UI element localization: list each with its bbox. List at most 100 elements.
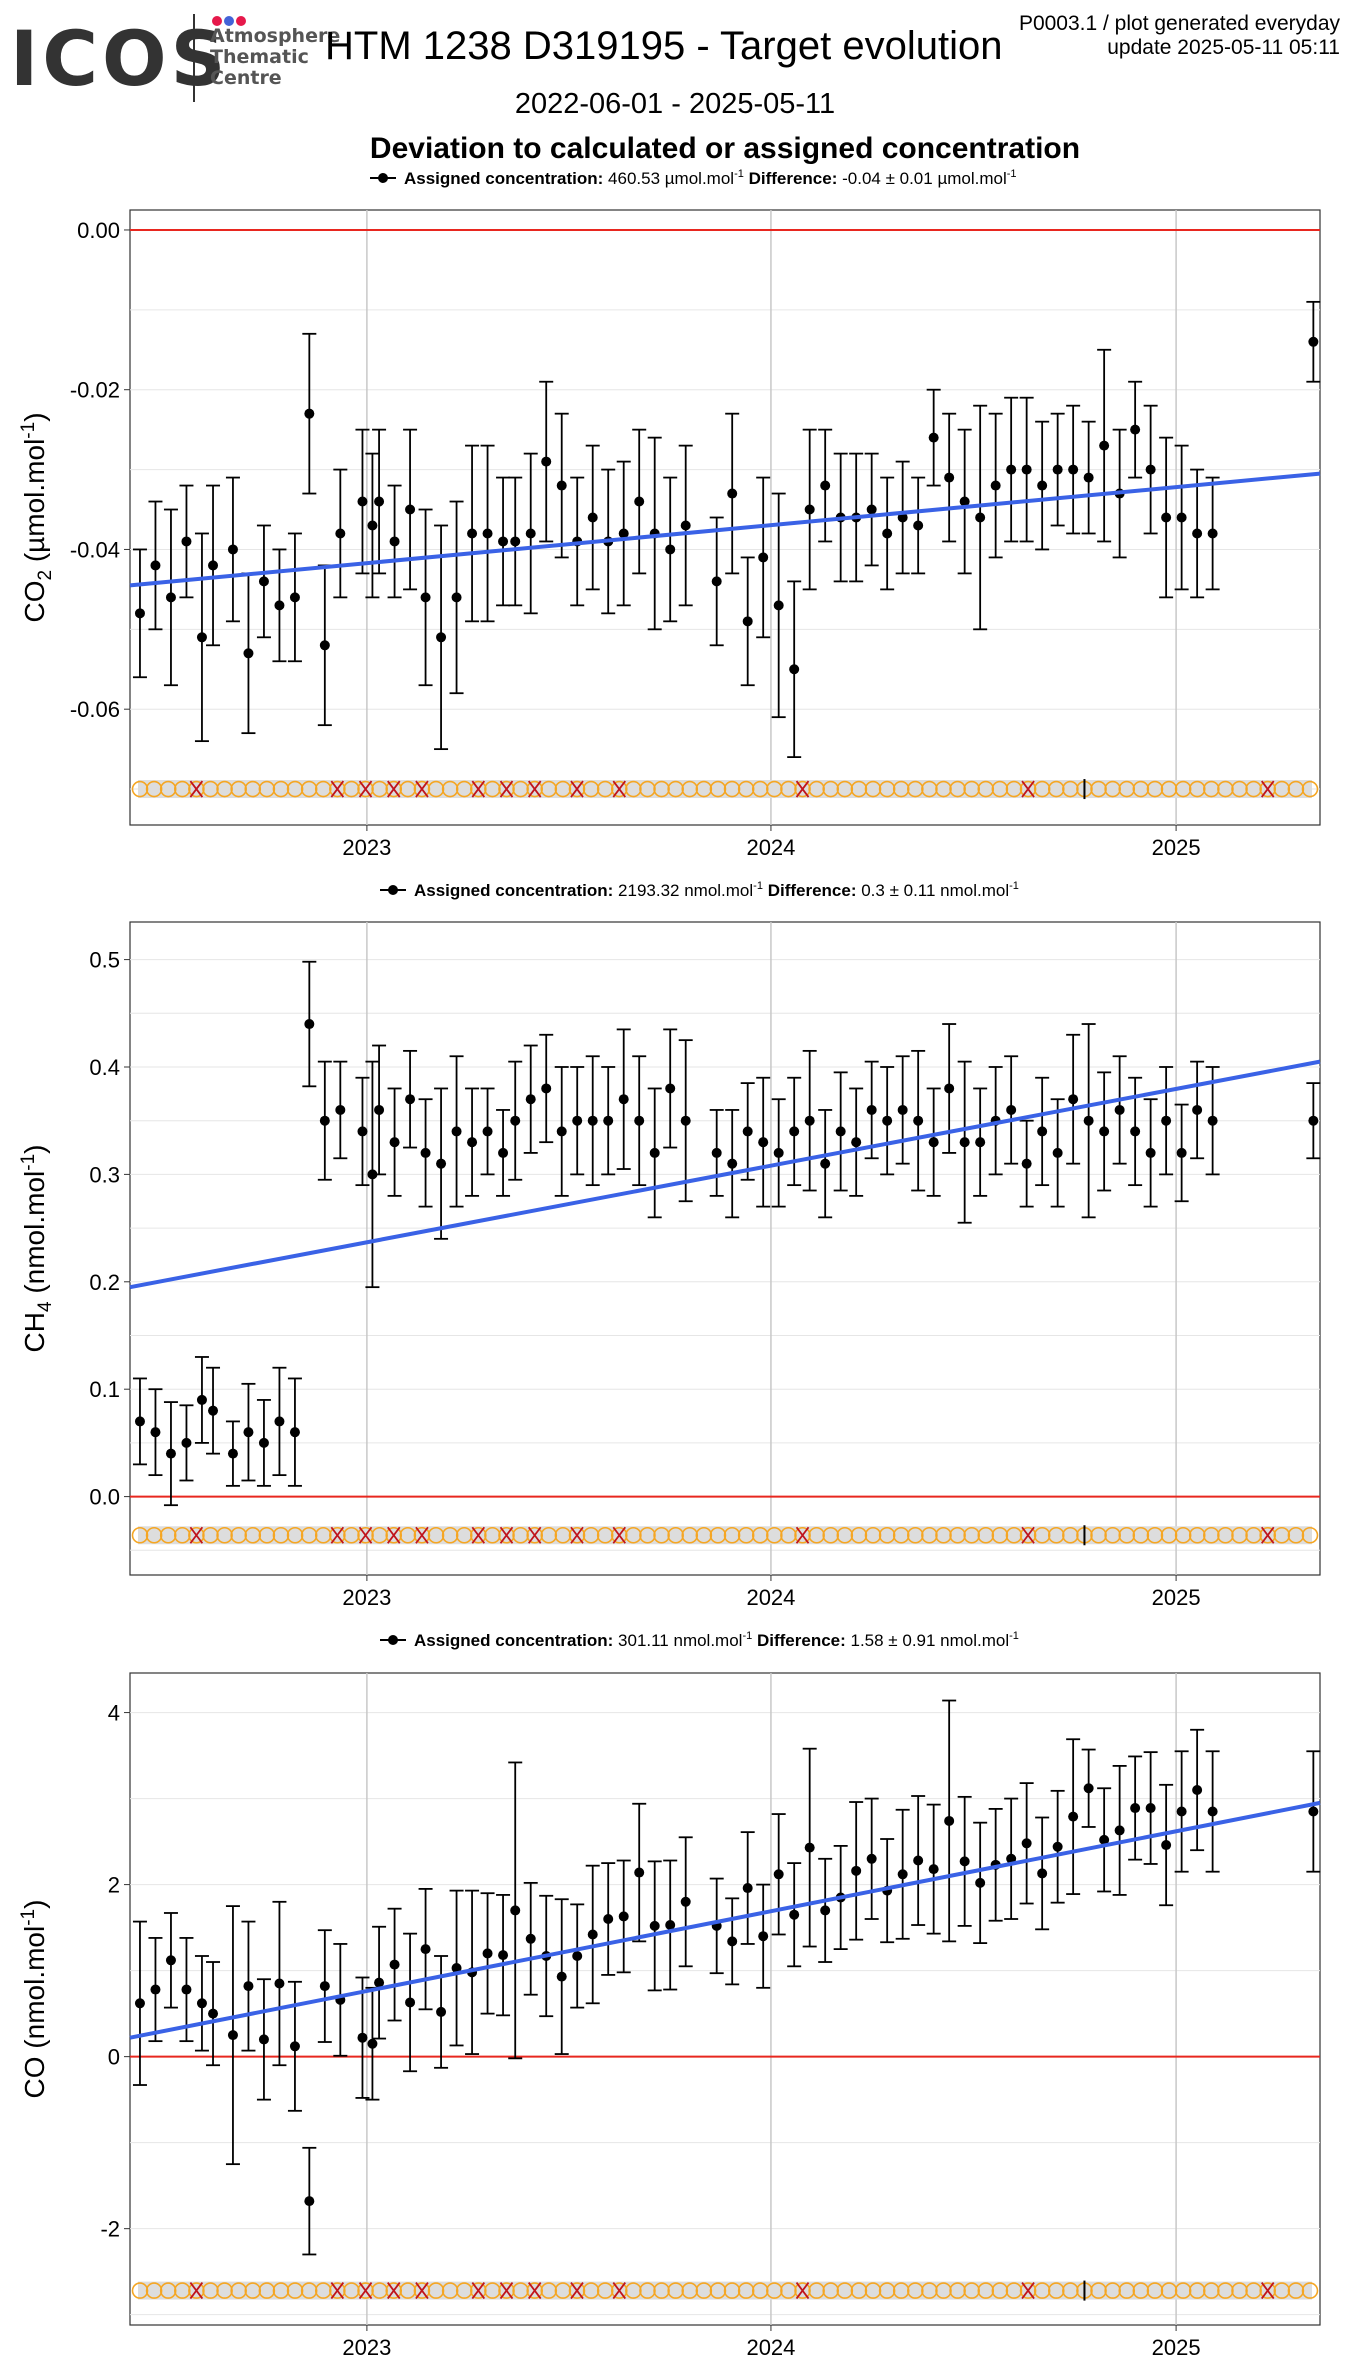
data-point (618, 1911, 629, 1922)
data-point (525, 528, 536, 539)
flag-cross (795, 780, 810, 798)
flag-circle (145, 780, 163, 798)
flag-circle (1146, 1526, 1164, 1544)
data-point (727, 488, 738, 499)
flag-circle (314, 780, 332, 798)
flag-circle (343, 2282, 360, 2299)
flag-circle (653, 780, 670, 798)
flag-circle (1245, 2282, 1262, 2299)
flag-circle (173, 780, 191, 798)
data-point (134, 608, 145, 619)
flag-circle (343, 1526, 360, 1544)
flag-circle (498, 1526, 515, 1544)
y-axis-label: CH4 (nmol.mol-1) (18, 1145, 56, 1353)
flag-circle (371, 780, 388, 798)
data-point (1021, 1838, 1032, 1849)
flag-circle (131, 2282, 149, 2299)
data-point (1308, 1806, 1319, 1817)
data-point (882, 528, 893, 539)
flag-circle (977, 780, 995, 798)
logo-sub-line: Atmosphere (210, 25, 341, 47)
flag-circle (1160, 780, 1178, 798)
data-point (990, 480, 1001, 491)
flag-circle (1132, 2282, 1150, 2299)
flag-circle (173, 2282, 191, 2299)
data-point (835, 1126, 846, 1137)
y-tick-label: -2 (100, 2217, 120, 2242)
data-point (389, 1137, 400, 1148)
data-point (335, 1104, 346, 1115)
flag-circle (413, 2282, 431, 2299)
flag-circle (751, 2282, 769, 2299)
flag-circle (822, 1526, 840, 1544)
data-point (1037, 480, 1048, 491)
flag-circle (1259, 2282, 1277, 2299)
x-tick-label: 2025 (1152, 835, 1201, 860)
data-point (374, 1977, 385, 1988)
flag-circle (1174, 1526, 1192, 1544)
flag-circle (625, 2282, 642, 2299)
flag-circle (737, 780, 755, 798)
data-point (482, 1126, 493, 1137)
flag-circle (639, 1526, 656, 1544)
flag-circle (159, 1526, 177, 1544)
data-point (405, 504, 416, 515)
data-point (975, 512, 986, 523)
data-point (181, 536, 192, 547)
flag-cross (471, 2282, 486, 2300)
data-point (789, 1126, 800, 1137)
data-point (1114, 1104, 1125, 1115)
flag-cross (1260, 1526, 1275, 1544)
flag-cross (415, 780, 429, 798)
flag-circle (202, 1526, 219, 1544)
flag-cross (387, 780, 401, 798)
logo-dot (236, 16, 246, 26)
y-tick-label: 2 (108, 1873, 120, 1898)
flag-cross (1260, 780, 1275, 798)
flag-circle (455, 780, 473, 798)
flag-circle (695, 1526, 713, 1544)
flag-circle (963, 1526, 980, 1544)
flag-circle (427, 2282, 445, 2299)
flag-circle (963, 2282, 980, 2299)
data-point (304, 1019, 315, 1030)
flag-circle (1019, 2282, 1037, 2299)
flag-circle (540, 2282, 558, 2299)
flag-circle (385, 1526, 403, 1544)
flag-circle (1132, 1526, 1150, 1544)
flag-circle (1047, 780, 1065, 798)
flag-circle (399, 780, 417, 798)
logo-sub-line: Thematic (210, 46, 309, 68)
flag-circle (1174, 2282, 1192, 2299)
flag-circle (766, 1526, 783, 1544)
data-point (1192, 1784, 1203, 1795)
flag-circle (470, 2282, 487, 2299)
flag-circle (596, 780, 614, 798)
data-point (1207, 1806, 1218, 1817)
flag-circle (1287, 780, 1305, 798)
data-point (134, 1998, 145, 2009)
flag-circle (751, 780, 769, 798)
flag-circle (1019, 1526, 1037, 1544)
flag-circle (836, 2282, 854, 2299)
data-point (1308, 1115, 1319, 1126)
flag-circle (1104, 2282, 1121, 2299)
data-point (1099, 440, 1110, 451)
data-point (1207, 528, 1218, 539)
data-point (1052, 1841, 1063, 1852)
flag-circle (1005, 2282, 1023, 2299)
data-point (758, 1137, 769, 1148)
data-point (258, 2034, 269, 2045)
flag-cross (570, 2282, 584, 2300)
data-point (587, 1929, 598, 1940)
flag-circle (1203, 1526, 1220, 1544)
data-point (1192, 1104, 1203, 1115)
flag-circle (1062, 1526, 1079, 1544)
data-point (1130, 1126, 1141, 1137)
flag-circle (892, 780, 910, 798)
flag-circle (907, 780, 924, 798)
data-point (556, 1126, 567, 1137)
data-point (482, 1948, 493, 1959)
flag-circle (935, 780, 952, 798)
flag-cross (1021, 1526, 1035, 1544)
